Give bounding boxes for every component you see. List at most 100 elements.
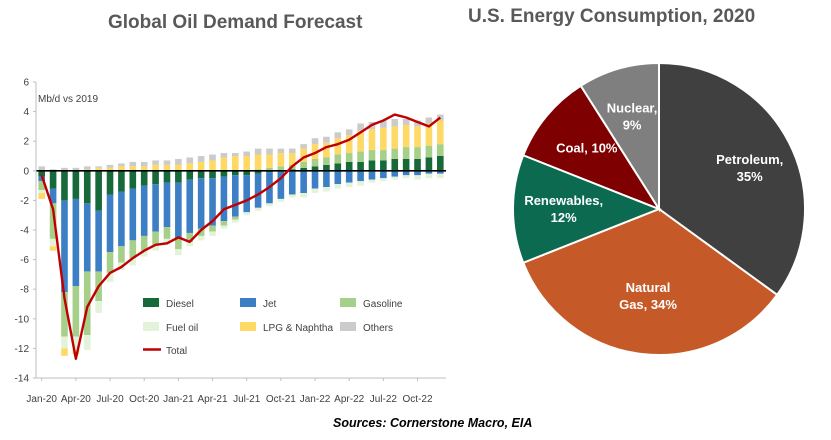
- bar-others-6: [106, 164, 114, 168]
- bar-lpg-naphtha-11: [163, 164, 171, 171]
- bar-lpg-naphtha-30: [380, 127, 387, 151]
- bar-lpg-naphtha-18: [243, 156, 250, 171]
- bar-gasoline-21: [277, 166, 285, 171]
- bar-others-15: [209, 154, 216, 161]
- bar-fuel-oil-29: [368, 179, 376, 183]
- bar-diesel-14: [197, 170, 205, 179]
- bar-fuel-oil-27: [345, 182, 353, 188]
- bar-diesel-30: [380, 160, 387, 171]
- bar-others-4: [83, 166, 91, 170]
- bar-jet-1: [49, 188, 57, 204]
- bar-others-17: [232, 153, 239, 156]
- bar-gasoline-33: [414, 147, 421, 159]
- bar-jet-31: [391, 170, 399, 177]
- bar-others-18: [243, 151, 250, 156]
- bar-diesel-6: [106, 170, 114, 195]
- bar-fuel-oil-13: [186, 241, 194, 247]
- bar-diesel-29: [368, 160, 376, 171]
- bar-others-9: [140, 161, 148, 167]
- bar-jet-14: [197, 178, 205, 229]
- bar-fuel-oil-26: [334, 184, 342, 189]
- bar-jet-9: [140, 185, 148, 236]
- legend-label-diesel: Diesel: [166, 299, 194, 310]
- bar-others-12: [175, 158, 182, 165]
- bar-others-23: [300, 144, 307, 149]
- bar-jet-27: [345, 170, 353, 183]
- x-tick-label: Oct-22: [403, 394, 433, 405]
- y-tick-label: -4: [20, 226, 29, 237]
- bar-diesel-32: [402, 158, 410, 171]
- y-tick-label: -6: [20, 255, 29, 266]
- pie-slice-petroleum: [658, 61, 806, 297]
- bar-lpg-naphtha-29: [368, 129, 376, 151]
- bar-others-8: [129, 161, 137, 167]
- bar-diesel-15: [209, 170, 216, 179]
- y-tick-label: -2: [20, 196, 29, 207]
- legend-label-fuel-oil: Fuel oil: [166, 323, 198, 334]
- bar-others-28: [357, 123, 364, 131]
- bar-gasoline-6: [106, 252, 114, 273]
- bar-jet-22: [288, 170, 296, 195]
- bar-gasoline-23: [300, 161, 307, 168]
- bar-jet-15: [209, 178, 216, 226]
- bar-jet-24: [311, 170, 319, 189]
- bar-others-30: [380, 120, 387, 128]
- bar-fuel-oil-4: [83, 335, 91, 350]
- bar-others-26: [334, 132, 342, 139]
- bar-others-2: [61, 167, 68, 171]
- pie-label-coal: Coal, 10%: [556, 141, 618, 156]
- x-tick-label: Oct-21: [266, 394, 296, 405]
- bar-jet-17: [232, 175, 239, 217]
- legend-label-jet: Jet: [263, 299, 277, 310]
- bar-jet-16: [220, 176, 228, 222]
- bar-gasoline-14: [197, 228, 205, 236]
- bar-fuel-oil-35: [437, 173, 444, 179]
- bar-diesel-4: [83, 170, 91, 204]
- bar-jet-12: [175, 182, 182, 239]
- left-chart-title: Global Oil Demand Forecast: [108, 12, 363, 33]
- pie-label-renewables: Renewables,: [524, 193, 603, 208]
- bar-gasoline-17: [232, 216, 239, 220]
- bar-jet-3: [72, 198, 80, 287]
- bar-lpg-naphtha-27: [345, 135, 353, 154]
- bar-fuel-oil-30: [380, 178, 387, 182]
- bar-fuel-oil-34: [425, 173, 433, 179]
- bar-gasoline-32: [402, 147, 410, 159]
- bar-others-19: [254, 148, 262, 155]
- bar-fuel-oil-21: [277, 198, 285, 202]
- x-tick-label: Jan-20: [26, 394, 57, 405]
- bar-others-24: [311, 138, 319, 145]
- bar-diesel-25: [323, 164, 330, 171]
- bar-fuel-oil-9: [140, 250, 148, 257]
- bar-jet-2: [61, 200, 68, 293]
- bar-diesel-28: [357, 161, 364, 171]
- bar-diesel-1: [49, 170, 57, 189]
- bar-lpg-naphtha-31: [391, 126, 399, 149]
- bar-fuel-oil-5: [95, 301, 102, 313]
- bar-lpg-naphtha-10: [152, 164, 159, 171]
- pie-slice-natural-gas: [521, 207, 779, 356]
- bar-jet-19: [254, 173, 262, 208]
- x-tick-label: Jan-21: [163, 394, 194, 405]
- bar-fuel-oil-32: [402, 175, 410, 179]
- bar-lpg-naphtha-6: [106, 167, 114, 171]
- bar-gasoline-1: [49, 203, 57, 239]
- bar-others-22: [288, 148, 296, 154]
- bar-gasoline-11: [163, 227, 171, 239]
- bar-gasoline-4: [83, 271, 91, 336]
- bar-diesel-34: [425, 157, 433, 171]
- bar-diesel-10: [152, 170, 159, 185]
- bar-gasoline-2: [61, 292, 68, 337]
- bar-gasoline-27: [345, 153, 353, 162]
- bar-gasoline-3: [72, 286, 80, 337]
- legend-swatch-diesel: [143, 298, 159, 307]
- bar-lpg-naphtha-12: [175, 164, 182, 171]
- bar-gasoline-9: [140, 235, 148, 251]
- pie-label-nuclear: Nuclear,: [607, 101, 658, 116]
- bar-gasoline-20: [266, 167, 273, 171]
- legend-label-others: Others: [363, 323, 393, 334]
- bar-jet-23: [300, 170, 307, 193]
- bar-lpg-naphtha-24: [311, 144, 319, 159]
- bar-jet-32: [402, 170, 410, 176]
- bar-diesel-2: [61, 170, 68, 201]
